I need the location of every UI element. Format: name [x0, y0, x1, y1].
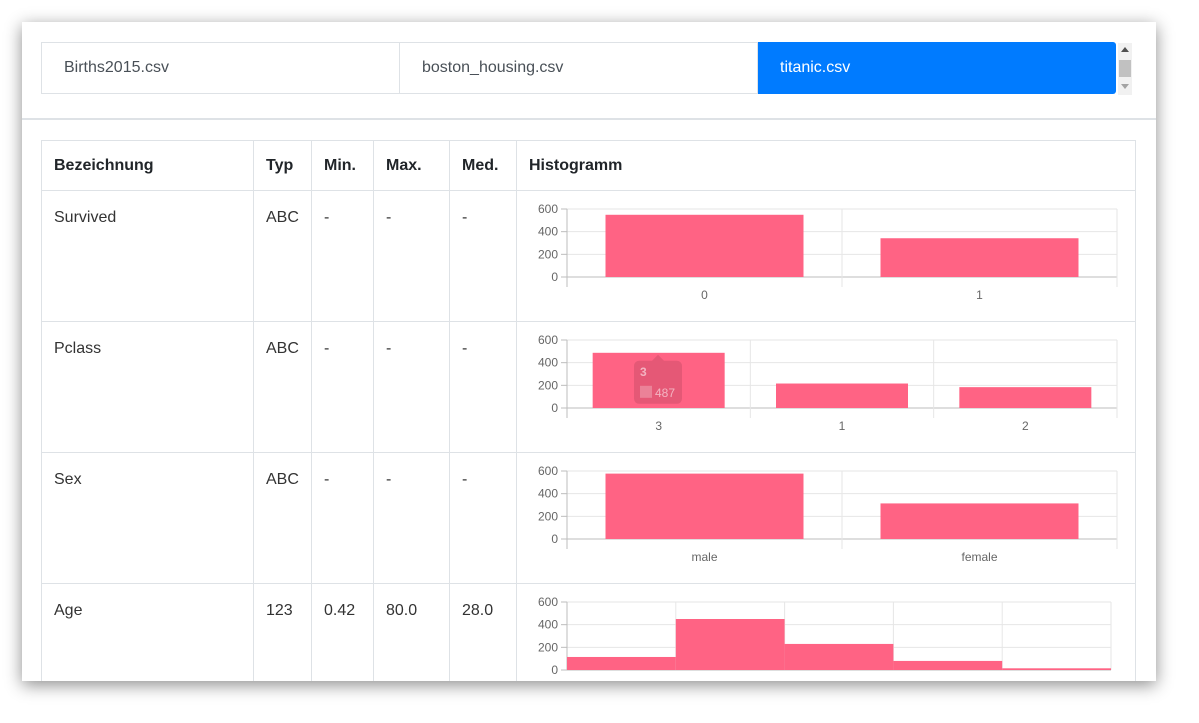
tooltip-value: 487: [655, 386, 675, 400]
header-histogramm: Histogramm: [516, 140, 1136, 191]
tooltip-swatch: [640, 385, 652, 398]
y-tick-label: 200: [538, 378, 558, 392]
row-max: -: [373, 452, 450, 584]
file-tab-bar: Births2015.csv boston_housing.csv titani…: [22, 22, 1156, 120]
row-type: ABC: [253, 452, 312, 584]
y-tick-label: 400: [538, 356, 558, 370]
y-tick-label: 600: [538, 464, 558, 478]
header-bezeichnung: Bezeichnung: [41, 140, 254, 191]
table-row: Sex ABC - - - 0 200 400 600 male female: [41, 452, 1136, 584]
tooltip-box: [634, 360, 682, 404]
y-tick-label: 200: [538, 509, 558, 523]
bar: [959, 387, 1092, 408]
histogram-chart[interactable]: 0 200 400 600: [517, 584, 1136, 681]
tabs-scrollbar[interactable]: [1118, 43, 1132, 95]
scrollbar-thumb[interactable]: [1119, 60, 1131, 77]
histogram-cell: 0 200 400 600 0 1: [516, 190, 1136, 322]
row-type: ABC: [253, 190, 312, 322]
y-tick-label: 400: [538, 225, 558, 239]
file-tabs: Births2015.csv boston_housing.csv titani…: [41, 42, 1116, 94]
table-row: Age 123 0.42 80.0 28.0 0 200 400 600: [41, 583, 1136, 681]
bar: [605, 214, 804, 277]
row-name: Sex: [41, 452, 254, 584]
x-tick-label: 0: [701, 288, 708, 302]
header-typ: Typ: [253, 140, 312, 191]
y-tick-label: 600: [538, 202, 558, 216]
x-tick-label: 2: [1022, 419, 1029, 433]
x-tick-label: 3: [655, 419, 662, 433]
bar: [592, 352, 725, 408]
x-tick-label: 1: [839, 419, 846, 433]
y-tick-label: 0: [551, 663, 558, 677]
y-tick-label: 400: [538, 487, 558, 501]
row-type: 123: [253, 583, 312, 681]
header-min: Min.: [311, 140, 374, 191]
y-tick-label: 200: [538, 640, 558, 654]
tooltip-title: 3: [640, 365, 647, 379]
tab-titanic[interactable]: titanic.csv: [758, 42, 1116, 94]
bar: [893, 660, 1003, 670]
histogram-cell: 0 200 400 600 male female: [516, 452, 1136, 584]
y-tick-label: 0: [551, 270, 558, 284]
row-max: -: [373, 190, 450, 322]
y-tick-label: 0: [551, 401, 558, 415]
row-max: 80.0: [373, 583, 450, 681]
bar: [567, 656, 676, 670]
row-min: -: [311, 452, 374, 584]
header-med: Med.: [449, 140, 517, 191]
table-row: Survived ABC - - - 0 200 400 600 0 1: [41, 190, 1136, 322]
histogram-cell: 0 200 400 600 3 1 2 3 487: [516, 321, 1136, 453]
bar: [784, 643, 894, 670]
row-max: -: [373, 321, 450, 453]
row-name: Survived: [41, 190, 254, 322]
x-tick-label: 1: [976, 288, 983, 302]
column-stats-table: Bezeichnung Typ Min. Max. Med. Histogram…: [41, 140, 1136, 681]
x-tick-label: male: [691, 550, 717, 564]
row-min: -: [311, 190, 374, 322]
y-tick-label: 600: [538, 595, 558, 609]
tab-boston-housing[interactable]: boston_housing.csv: [400, 42, 758, 94]
histogram-cell: 0 200 400 600: [516, 583, 1136, 681]
histogram-chart[interactable]: 0 200 400 600 male female: [517, 453, 1136, 584]
bar: [776, 383, 908, 408]
bar: [1002, 668, 1111, 670]
scroll-up-icon[interactable]: [1121, 47, 1129, 52]
row-type: ABC: [253, 321, 312, 453]
bar: [675, 619, 785, 670]
y-tick-label: 200: [538, 247, 558, 261]
chart-tooltip: 3 487: [634, 354, 682, 404]
y-tick-label: 400: [538, 618, 558, 632]
tooltip-caret: [652, 354, 664, 361]
app-window: Births2015.csv boston_housing.csv titani…: [22, 22, 1156, 681]
row-med: 28.0: [449, 583, 517, 681]
bar: [880, 238, 1079, 277]
row-min: 0.42: [311, 583, 374, 681]
x-tick-label: female: [961, 550, 997, 564]
table-header-row: Bezeichnung Typ Min. Max. Med. Histogram…: [41, 140, 1136, 191]
row-name: Age: [41, 583, 254, 681]
row-med: -: [449, 452, 517, 584]
bar: [605, 473, 804, 539]
y-tick-label: 600: [538, 333, 558, 347]
bar: [880, 503, 1079, 539]
scroll-down-icon[interactable]: [1121, 84, 1129, 89]
header-max: Max.: [373, 140, 450, 191]
y-tick-label: 0: [551, 532, 558, 546]
row-min: -: [311, 321, 374, 453]
row-name: Pclass: [41, 321, 254, 453]
histogram-chart[interactable]: 0 200 400 600 0 1: [517, 191, 1136, 322]
tab-births2015[interactable]: Births2015.csv: [41, 42, 400, 94]
row-med: -: [449, 321, 517, 453]
table-row: Pclass ABC - - - 0 200 400 600 3 1 2 3 487: [41, 321, 1136, 453]
histogram-chart[interactable]: 0 200 400 600 3 1 2 3 487: [517, 322, 1136, 453]
row-med: -: [449, 190, 517, 322]
